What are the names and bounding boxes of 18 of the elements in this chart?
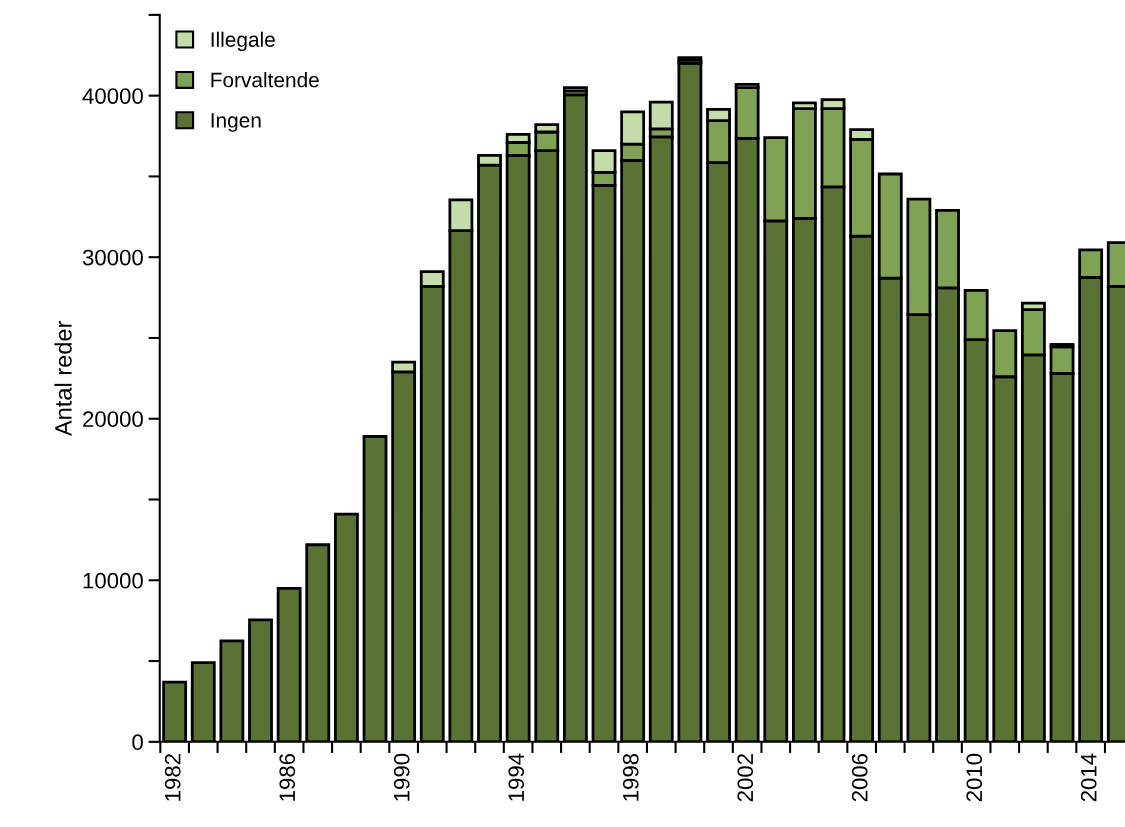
- y-tick-label: 10000: [83, 572, 143, 589]
- legend-label: Illegale: [211, 31, 275, 52]
- x-tick-label: 2002: [737, 754, 754, 802]
- legend-label: Ingen: [211, 113, 261, 132]
- x-tick-label: 2006: [851, 753, 868, 802]
- x-tick-label: 1998: [622, 753, 639, 801]
- x-tick-label: 2010: [966, 753, 983, 802]
- y-tick-label: 30000: [82, 249, 143, 266]
- y-tick-label: 0: [132, 734, 143, 751]
- x-tick-label: 1986: [279, 753, 296, 801]
- y-axis-title: Antal reder: [54, 320, 72, 437]
- y-tick-label: 20000: [83, 411, 143, 428]
- x-tick-label: 1994: [508, 753, 525, 801]
- y-tick-label: 40000: [82, 88, 143, 104]
- x-tick-label: 1982: [164, 754, 181, 801]
- x-tick-label: 2014: [1080, 753, 1097, 802]
- x-tick-label: 1990: [393, 753, 410, 801]
- legend-label: Forvaltende: [211, 72, 319, 88]
